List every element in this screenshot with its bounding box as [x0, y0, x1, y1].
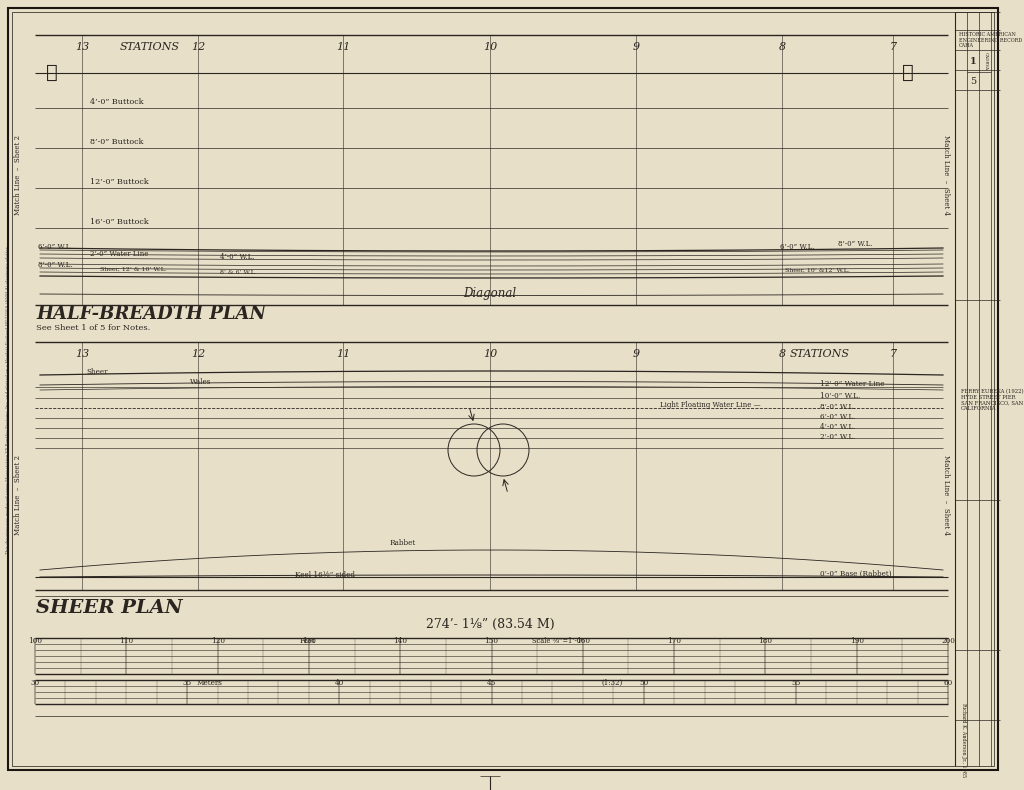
Text: 8’-0” W.L.: 8’-0” W.L. — [820, 403, 855, 411]
Text: 2’-0” Water Line: 2’-0” Water Line — [90, 250, 148, 258]
Text: 6’-0” W.L.: 6’-0” W.L. — [820, 413, 855, 421]
Text: 5: 5 — [970, 77, 976, 86]
Text: 8: 8 — [778, 42, 785, 52]
Text: 110: 110 — [119, 637, 133, 645]
Text: Rabbet: Rabbet — [390, 539, 416, 547]
Text: 8’-0” W.L.: 8’-0” W.L. — [38, 261, 73, 269]
Text: 150: 150 — [484, 637, 499, 645]
Text: Keel 16½” sided: Keel 16½” sided — [295, 571, 355, 579]
Text: 50: 50 — [639, 679, 648, 687]
Text: 10’-0” W.L.: 10’-0” W.L. — [820, 392, 860, 400]
Text: 8’ & 6’ W.L.: 8’ & 6’ W.L. — [220, 269, 257, 274]
Text: 12’-0” Buttock: 12’-0” Buttock — [90, 178, 148, 186]
Text: Match Line  –  Sheet 4: Match Line – Sheet 4 — [942, 135, 950, 215]
Text: (1:32): (1:32) — [601, 679, 623, 687]
Text: 180: 180 — [759, 637, 772, 645]
Text: FERRY EUREKA (1922)
HYDE STREET PIER
SAN FRANCISCO, SAN FRANCISCO COUNTY
CALIFOR: FERRY EUREKA (1922) HYDE STREET PIER SAN… — [961, 389, 1024, 412]
Text: Scale ⅜”=1’-0”: Scale ⅜”=1’-0” — [531, 637, 584, 645]
Text: STATIONS: STATIONS — [120, 42, 180, 52]
Text: See Sheet 1 of 5 for Notes.: See Sheet 1 of 5 for Notes. — [36, 324, 151, 332]
Text: 274’- 1⅛” (83.54 M): 274’- 1⅛” (83.54 M) — [426, 618, 554, 630]
Text: 190: 190 — [850, 637, 863, 645]
Text: 10: 10 — [483, 42, 497, 52]
Text: 4’-0” Buttock: 4’-0” Buttock — [90, 98, 143, 106]
Text: 0’-0” Base (Rabbet): 0’-0” Base (Rabbet) — [820, 570, 892, 578]
Text: 16’-0” Buttock: 16’-0” Buttock — [90, 218, 148, 226]
Text: 7: 7 — [890, 349, 897, 359]
Text: 100: 100 — [28, 637, 42, 645]
Text: 130: 130 — [302, 637, 315, 645]
Text: 4’-0” W.L.: 4’-0” W.L. — [220, 253, 255, 261]
Text: 11: 11 — [336, 349, 350, 359]
Text: Match Line  –  Sheet 2: Match Line – Sheet 2 — [14, 455, 22, 535]
Text: SHEER PLAN: SHEER PLAN — [36, 599, 182, 617]
Text: 35: 35 — [182, 679, 191, 687]
Text: 55: 55 — [792, 679, 801, 687]
Text: Sheer, 12’ & 10’ W.L.: Sheer, 12’ & 10’ W.L. — [100, 266, 167, 272]
Text: 8’-0” Buttock: 8’-0” Buttock — [90, 138, 143, 146]
Text: 10: 10 — [483, 349, 497, 359]
Text: 6’-0” W.L.: 6’-0” W.L. — [38, 243, 73, 251]
Text: 1: 1 — [970, 57, 976, 66]
Text: Sheer, 10’ &12’ W.L.: Sheer, 10’ &12’ W.L. — [785, 268, 850, 273]
Text: 7: 7 — [890, 42, 897, 52]
Text: Match Line  –  Sheet 2: Match Line – Sheet 2 — [14, 135, 22, 215]
Text: Richard K. Anderson Jr., 1985: Richard K. Anderson Jr., 1985 — [961, 703, 966, 777]
Text: Feet: Feet — [300, 637, 316, 645]
Text: 6’-0” W.L.: 6’-0” W.L. — [780, 243, 815, 251]
Text: STATIONS: STATIONS — [790, 349, 850, 359]
Text: Meters: Meters — [197, 679, 223, 687]
Text: 13: 13 — [75, 349, 89, 359]
Text: 45: 45 — [486, 679, 496, 687]
Text: HISTORIC AMERICAN
ENGINEERING RECORD
CAHA: HISTORIC AMERICAN ENGINEERING RECORD CAH… — [959, 32, 1022, 48]
Text: 40: 40 — [335, 679, 344, 687]
Text: 8’-0” W.L.: 8’-0” W.L. — [838, 240, 872, 248]
Text: 160: 160 — [575, 637, 590, 645]
Text: ℄: ℄ — [46, 64, 58, 82]
Text: Sheer: Sheer — [86, 368, 108, 376]
Text: ℄: ℄ — [902, 64, 913, 82]
Text: 170: 170 — [667, 637, 681, 645]
Text: Match Line  –  Sheet 4: Match Line – Sheet 4 — [942, 455, 950, 535]
Text: 8: 8 — [778, 349, 785, 359]
Text: 12: 12 — [190, 42, 205, 52]
Text: 200: 200 — [941, 637, 955, 645]
Text: Wales: Wales — [190, 378, 211, 386]
Text: 12: 12 — [190, 349, 205, 359]
Text: HALF-BREADTH PLAN: HALF-BREADTH PLAN — [36, 305, 266, 323]
Text: 4’-0” W.L.: 4’-0” W.L. — [820, 423, 855, 431]
Text: 120: 120 — [211, 637, 224, 645]
Text: Diagonal: Diagonal — [464, 287, 516, 299]
Text: 11: 11 — [336, 42, 350, 52]
Text: 60: 60 — [943, 679, 952, 687]
Text: CADRVA: CADRVA — [984, 52, 988, 70]
Text: 2’-0” W.L.: 2’-0” W.L. — [820, 433, 855, 441]
Text: 9: 9 — [633, 42, 640, 52]
Text: 13: 13 — [75, 42, 89, 52]
Text: 9: 9 — [633, 349, 640, 359]
Text: This drawing was produced using Microstation V8 Bentley Systems, Inc. and plotte: This drawing was produced using Microsta… — [6, 246, 10, 555]
Text: 30: 30 — [31, 679, 40, 687]
Text: 12’-0” Water Line: 12’-0” Water Line — [820, 380, 885, 388]
Text: Light Floating Water Line —: Light Floating Water Line — — [660, 401, 761, 409]
Text: 140: 140 — [393, 637, 408, 645]
